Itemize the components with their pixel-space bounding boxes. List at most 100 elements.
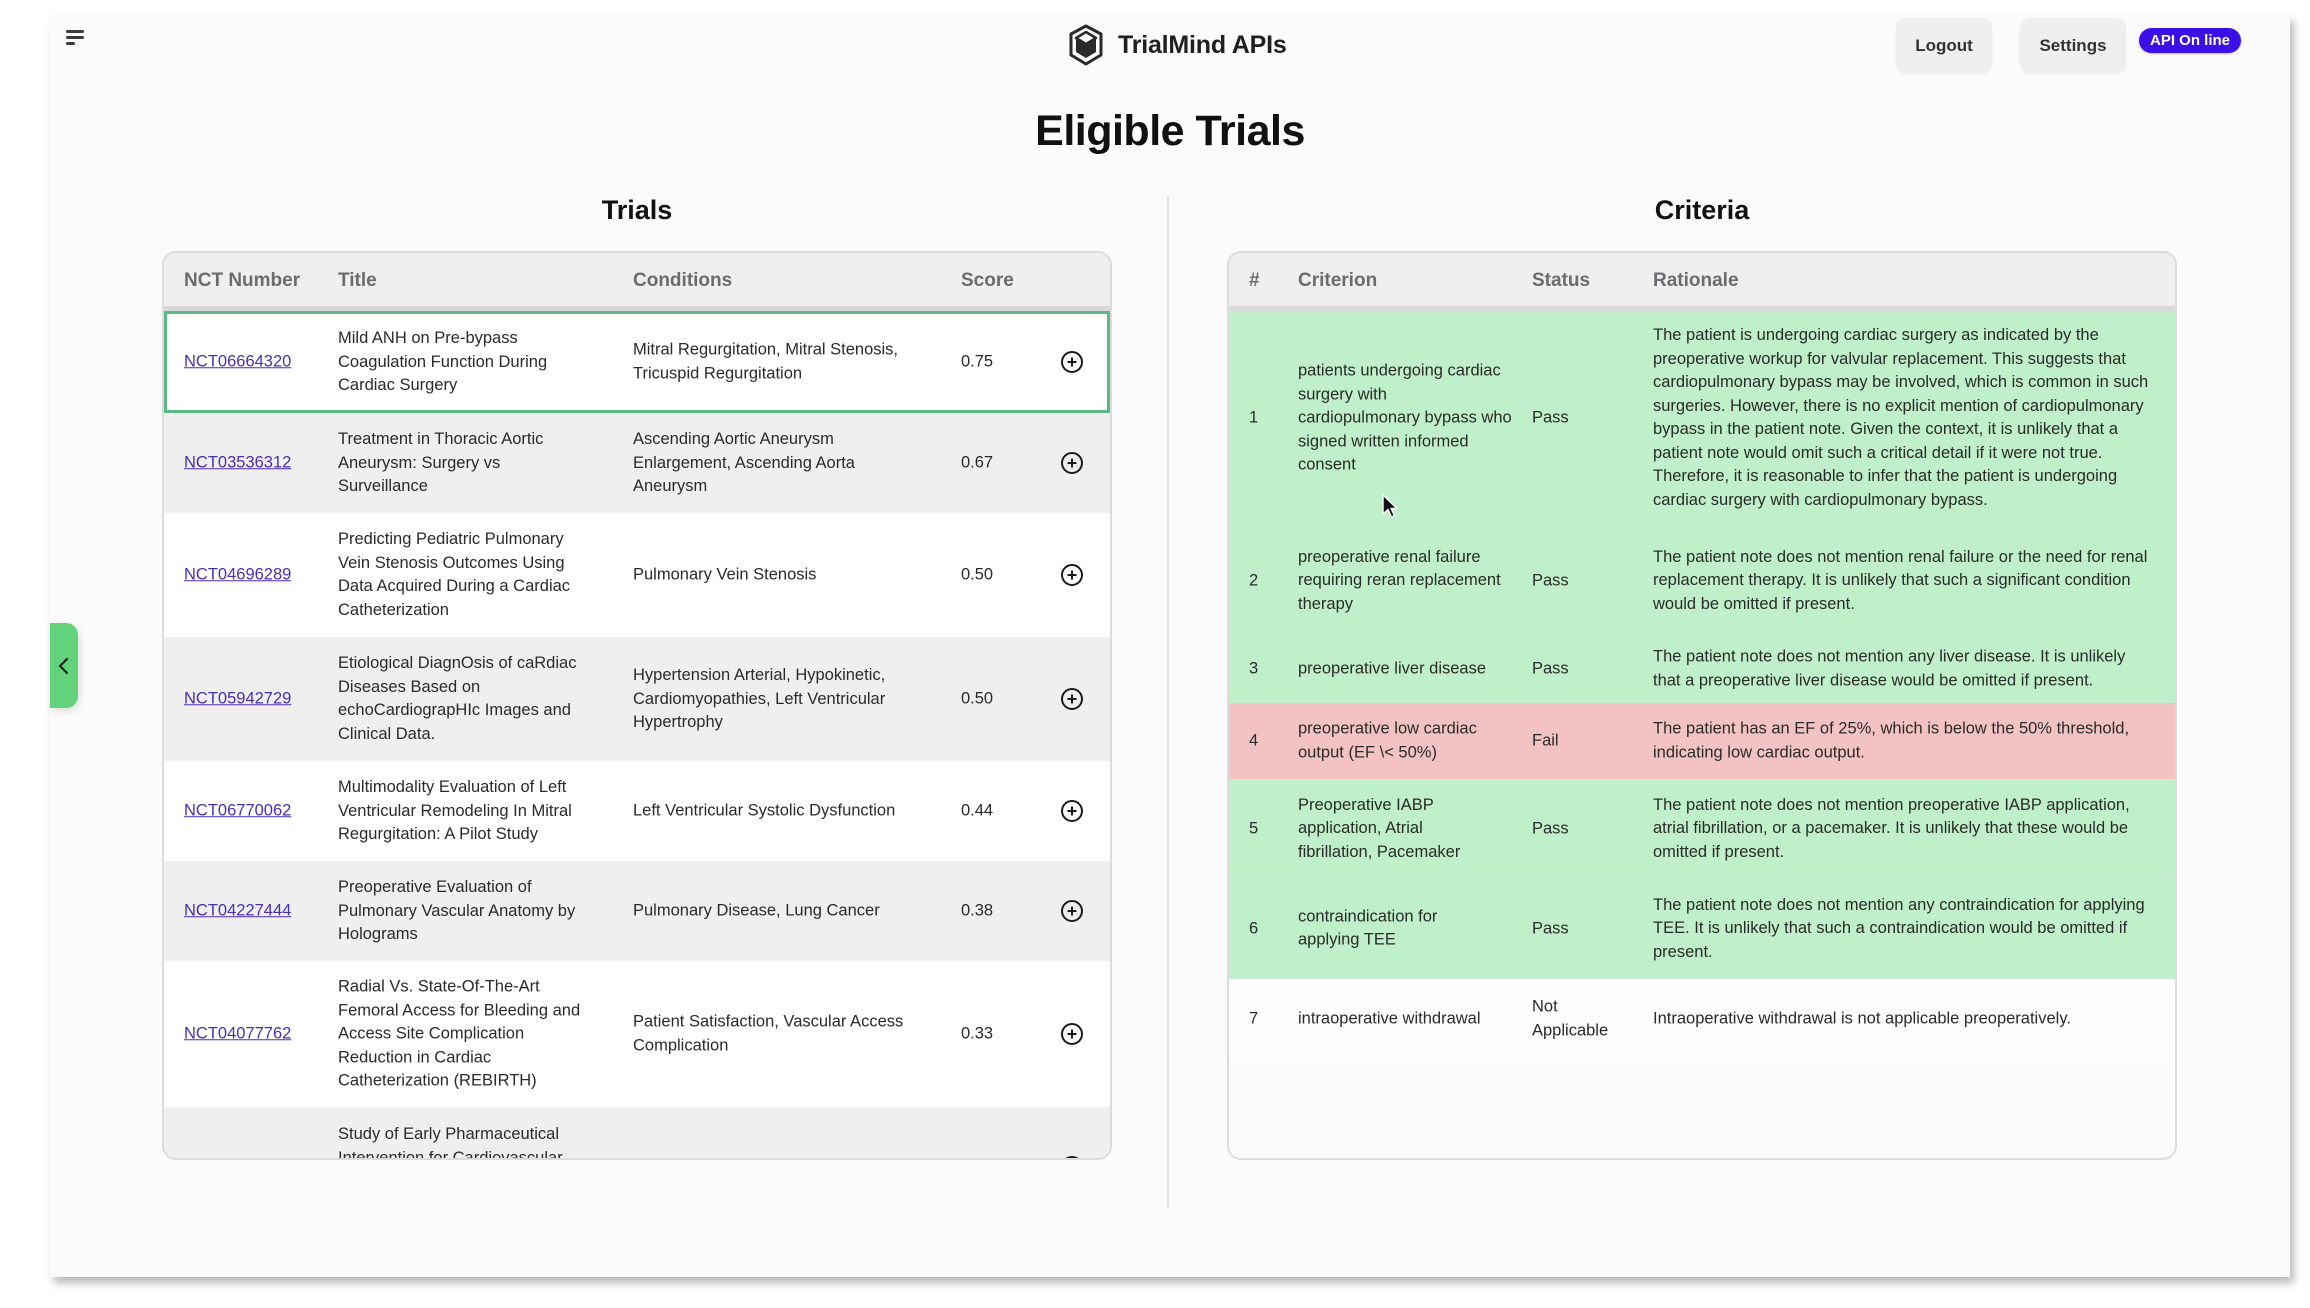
criterion-text: preoperative renal failure requiring rer… (1298, 547, 1501, 613)
criterion-number: 4 (1249, 731, 1259, 750)
add-circle-icon[interactable] (1060, 563, 1084, 587)
settings-button[interactable]: Settings (2020, 18, 2126, 73)
criterion-row: 5 Preoperative IABP application, Atrial … (1229, 779, 2175, 879)
criterion-rationale: The patient has an EF of 25%, which is b… (1653, 719, 2130, 762)
criterion-rationale: The patient note does not mention any co… (1653, 895, 2145, 961)
trial-score: 0.38 (961, 901, 994, 920)
col-status: Status (1532, 270, 1591, 291)
trial-title: Preoperative Evaluation of Pulmonary Vas… (338, 877, 576, 943)
trial-row[interactable]: NCT06770062 Multimodality Evaluation of … (164, 761, 1110, 861)
trial-row[interactable]: NCT05942729 Etiological DiagnOsis of caR… (164, 637, 1110, 761)
trial-conditions: Left Ventricular Systolic Dysfunction (633, 801, 896, 820)
criterion-status: Pass (1532, 408, 1569, 427)
trial-score: 0.75 (961, 352, 994, 371)
trial-conditions: Mitral Regurgitation, Mitral Stenosis, T… (633, 340, 899, 383)
trial-conditions: Ascending Aortic Aneurysm Enlargement, A… (633, 429, 855, 495)
nct-link[interactable]: NCT03536312 (184, 453, 292, 472)
app-window: TrialMind APIs Logout Settings API On li… (50, 15, 2290, 1277)
trial-row[interactable]: NCT04227444 Preoperative Evaluation of P… (164, 861, 1110, 961)
criterion-rationale: Intraoperative withdrawal is not applica… (1653, 1009, 2071, 1028)
col-nct-number[interactable]: NCT Number (184, 270, 301, 291)
trial-row[interactable]: NCT04696289 Predicting Pediatric Pulmona… (164, 513, 1110, 637)
trial-row[interactable]: NCT06664320 Mild ANH on Pre-bypass Coagu… (164, 311, 1110, 413)
criterion-rationale: The patient note does not mention any li… (1653, 647, 2126, 690)
criterion-text: preoperative low cardiac output (EF \< 5… (1298, 719, 1477, 762)
trial-score: 0.50 (961, 689, 994, 708)
nct-link[interactable]: NCT05942729 (184, 689, 292, 708)
criterion-rationale: The patient note does not mention preope… (1653, 795, 2130, 861)
api-status-badge: API On line (2139, 28, 2242, 53)
criterion-number: 7 (1249, 1009, 1259, 1028)
chevron-left-icon (58, 657, 69, 674)
criterion-number: 3 (1249, 659, 1259, 678)
col-rationale: Rationale (1653, 270, 1739, 291)
trial-row[interactable]: NCT04077762 Radial Vs. State-Of-The-Art … (164, 961, 1110, 1107)
criterion-number: 5 (1249, 818, 1259, 837)
trial-conditions: Pulmonary Disease, Lung Cancer (633, 901, 880, 920)
criterion-row: 7 intraoperative withdrawal Not Applicab… (1229, 979, 2175, 1059)
cube-logo-icon (1069, 24, 1103, 66)
trial-title: Mild ANH on Pre-bypass Coagulation Funct… (338, 328, 548, 394)
add-circle-icon[interactable] (1060, 451, 1084, 475)
trial-row[interactable]: NCT03536312 Treatment in Thoracic Aortic… (164, 413, 1110, 513)
criterion-status: Pass (1532, 659, 1569, 678)
trial-score: 0.44 (961, 801, 994, 820)
collapse-panel-tab[interactable] (50, 623, 78, 708)
trial-score: 0.33 (961, 1024, 994, 1043)
panel-divider (1167, 195, 1169, 1208)
criterion-text: preoperative liver disease (1298, 659, 1487, 678)
trial-score: 0.50 (961, 565, 994, 584)
trial-row[interactable]: Study of Early Pharmaceutical Interventi… (164, 1107, 1110, 1160)
criterion-text: Preoperative IABP application, Atrial fi… (1298, 795, 1461, 861)
criterion-number: 1 (1249, 408, 1259, 427)
trial-title: Etiological DiagnOsis of caRdiac Disease… (338, 654, 577, 743)
trial-conditions: Hypertension Arterial, Hypokinetic, Card… (633, 665, 886, 731)
trial-conditions: Pulmonary Vein Stenosis (633, 565, 817, 584)
criterion-status: Not Applicable (1532, 997, 1609, 1040)
col-number: # (1249, 270, 1260, 291)
col-conditions[interactable]: Conditions (633, 270, 733, 291)
criterion-row: 4 preoperative low cardiac output (EF \<… (1229, 703, 2175, 779)
trial-score: 0.67 (961, 453, 994, 472)
col-score[interactable]: Score (961, 270, 1014, 291)
add-circle-icon[interactable] (1060, 1155, 1084, 1160)
trial-title: Multimodality Evaluation of Left Ventric… (338, 777, 572, 843)
col-criterion: Criterion (1298, 270, 1378, 291)
col-title[interactable]: Title (338, 270, 377, 291)
criterion-status: Fail (1532, 731, 1559, 750)
add-circle-icon[interactable] (1060, 687, 1084, 711)
mouse-cursor-icon (1382, 494, 1398, 518)
nct-link[interactable]: NCT04696289 (184, 565, 292, 584)
criterion-rationale: The patient is undergoing cardiac surger… (1653, 326, 2149, 509)
criterion-status: Pass (1532, 918, 1569, 937)
criterion-number: 6 (1249, 918, 1259, 937)
add-circle-icon[interactable] (1060, 899, 1084, 923)
trials-section-title: Trials (601, 195, 673, 225)
nct-link[interactable]: NCT06664320 (184, 352, 292, 371)
trial-title: Radial Vs. State-Of-The-Art Femoral Acce… (338, 977, 581, 1090)
page-title: Eligible Trials (1035, 107, 1305, 155)
nct-link[interactable]: NCT04077762 (184, 1024, 292, 1043)
trial-title: Study of Early Pharmaceutical Interventi… (338, 1125, 563, 1160)
hamburger-menu-icon[interactable] (66, 30, 88, 50)
criterion-text: patients undergoing cardiac surgery with… (1298, 361, 1512, 474)
criterion-row: 2 preoperative renal failure requiring r… (1229, 526, 2175, 636)
add-circle-icon[interactable] (1060, 799, 1084, 823)
add-circle-icon[interactable] (1060, 350, 1084, 374)
criterion-number: 2 (1249, 570, 1259, 589)
criterion-row: 6 contraindication for applying TEE Pass… (1229, 879, 2175, 979)
brand: TrialMind APIs (1068, 19, 1287, 71)
criterion-row: 3 preoperative liver disease Pass The pa… (1229, 636, 2175, 703)
criterion-text: intraoperative withdrawal (1298, 1009, 1481, 1028)
add-circle-icon[interactable] (1060, 1022, 1084, 1046)
trials-table-header: NCT Number Title Conditions Score (164, 253, 1110, 311)
trial-conditions: Patient Satisfaction, Vascular Access Co… (633, 1012, 904, 1055)
criterion-row: 1 patients undergoing cardiac surgery wi… (1229, 311, 2175, 526)
app-title: TrialMind APIs (1118, 30, 1287, 59)
nct-link[interactable]: NCT06770062 (184, 801, 292, 820)
criterion-text: contraindication for applying TEE (1298, 907, 1438, 949)
logout-button[interactable]: Logout (1896, 18, 1992, 73)
criteria-section-title: Criteria (1654, 195, 1750, 225)
criteria-table-header: # Criterion Status Rationale (1229, 253, 2175, 311)
nct-link[interactable]: NCT04227444 (184, 901, 292, 920)
